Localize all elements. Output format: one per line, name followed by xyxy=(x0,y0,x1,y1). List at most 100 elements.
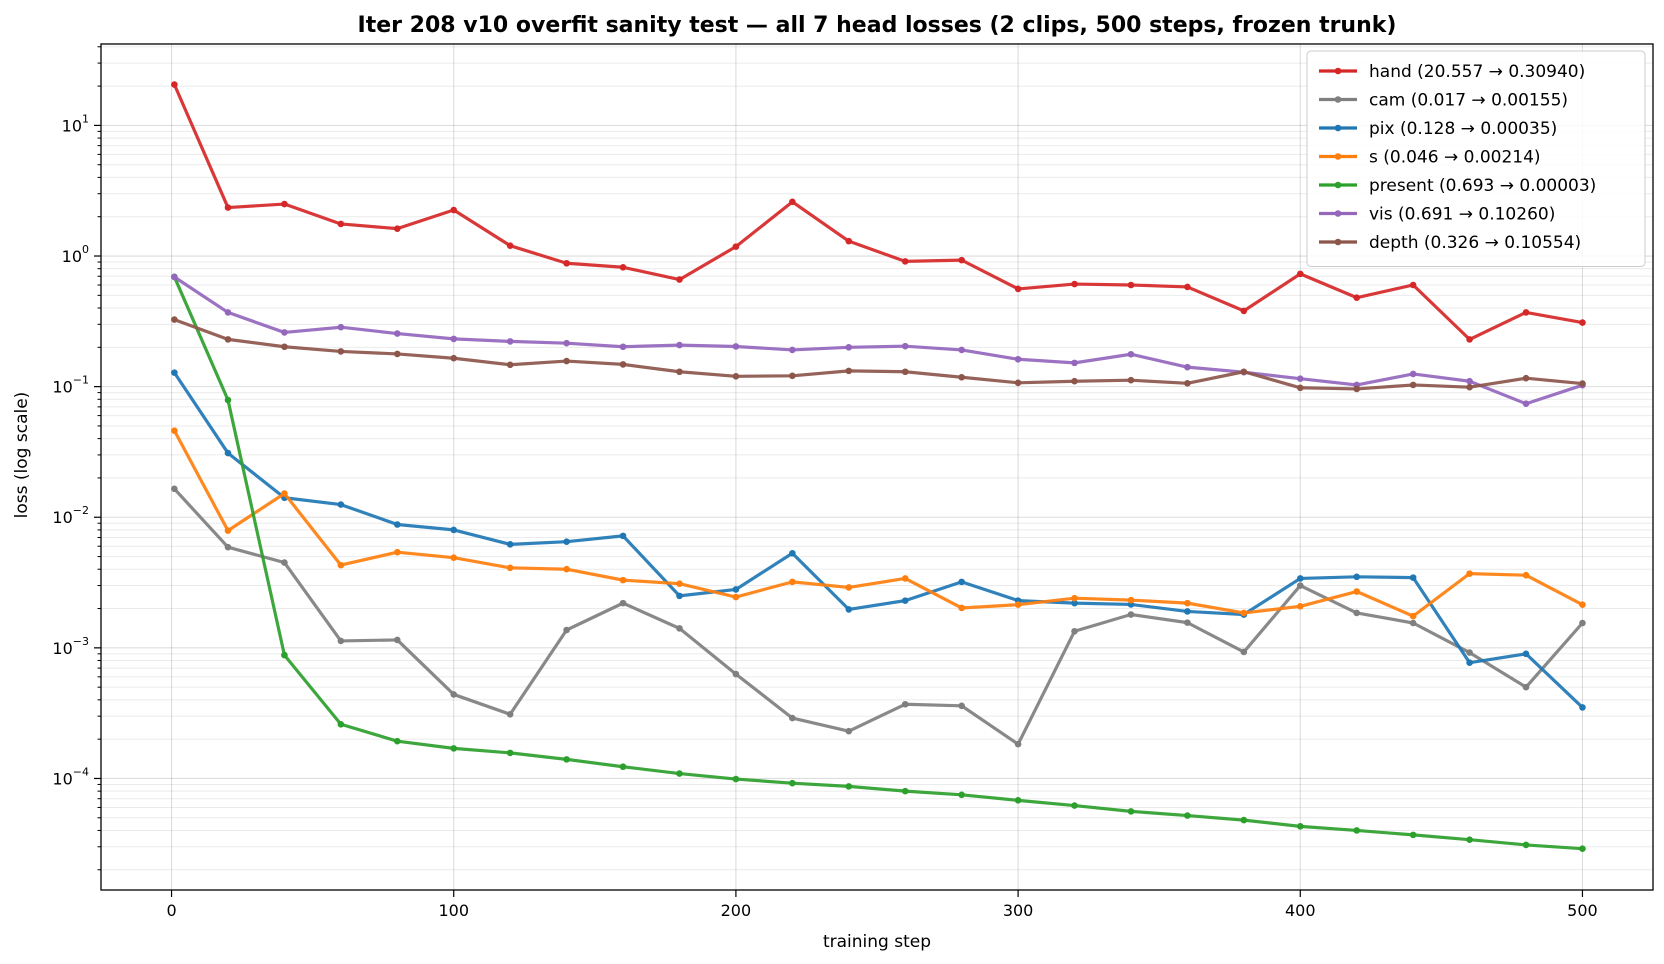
data-point xyxy=(1466,649,1473,656)
data-point xyxy=(619,263,627,271)
data-point xyxy=(1522,374,1530,382)
data-point xyxy=(1296,582,1304,589)
data-point xyxy=(1071,627,1078,635)
data-point xyxy=(845,237,853,245)
data-point xyxy=(337,348,345,355)
data-point xyxy=(224,449,232,457)
y-tick-label: 101 xyxy=(62,112,89,135)
data-point xyxy=(1240,648,1248,656)
data-point xyxy=(1071,359,1078,367)
data-point xyxy=(1184,363,1191,371)
data-point xyxy=(393,548,401,556)
data-point xyxy=(789,714,796,722)
legend-label: hand (20.557 → 0.30940) xyxy=(1369,62,1585,82)
legend-marker xyxy=(1334,181,1342,189)
data-point xyxy=(450,691,458,698)
data-point xyxy=(619,599,627,607)
data-point xyxy=(171,81,178,88)
data-point xyxy=(732,593,740,601)
data-point xyxy=(563,357,570,365)
series-line xyxy=(172,429,1584,618)
data-point xyxy=(789,578,796,586)
series-depth xyxy=(171,316,1586,393)
data-point xyxy=(393,636,401,644)
data-point xyxy=(224,309,232,316)
y-tick-label-base: 10 xyxy=(52,769,72,788)
data-point xyxy=(1579,380,1586,387)
data-point xyxy=(958,346,965,354)
data-point xyxy=(563,756,570,763)
data-point xyxy=(958,373,965,381)
series-line xyxy=(173,318,1583,391)
data-point xyxy=(1184,812,1191,819)
y-tick-label: 10−2 xyxy=(52,504,89,527)
data-point xyxy=(1579,319,1586,326)
data-point xyxy=(1184,380,1191,387)
chart-title: Iter 208 v10 overfit sanity test — all 7… xyxy=(358,13,1397,38)
data-point xyxy=(506,541,514,548)
series-line xyxy=(172,83,1583,341)
data-point xyxy=(1240,368,1248,376)
data-point xyxy=(563,259,570,267)
plot-frame xyxy=(100,43,1654,891)
legend-marker xyxy=(1334,96,1342,103)
data-point xyxy=(1353,385,1361,393)
x-axis-label: training step xyxy=(823,932,931,952)
data-point xyxy=(171,427,178,434)
data-point xyxy=(1184,619,1191,626)
data-point xyxy=(619,576,627,584)
data-point xyxy=(1240,609,1248,617)
data-point xyxy=(1409,370,1417,378)
data-point xyxy=(845,584,853,591)
data-point xyxy=(337,637,345,645)
data-point xyxy=(506,710,514,718)
data-point xyxy=(1579,619,1586,627)
data-point xyxy=(676,592,683,600)
data-point xyxy=(1296,384,1304,392)
data-point xyxy=(224,204,232,211)
data-point xyxy=(506,749,514,757)
data-point xyxy=(676,341,683,349)
y-tick-label-base: 10 xyxy=(52,378,72,397)
data-point xyxy=(789,198,796,206)
data-point xyxy=(676,580,683,587)
y-tick-label-base: 10 xyxy=(62,116,82,135)
data-point xyxy=(1353,609,1361,617)
data-point xyxy=(1466,383,1473,391)
data-point xyxy=(393,521,401,528)
y-tick-label: 10−1 xyxy=(52,374,89,397)
data-point xyxy=(1579,601,1586,609)
data-point xyxy=(1522,683,1530,691)
legend-label: present (0.693 → 0.00003) xyxy=(1369,176,1596,196)
series-hand xyxy=(171,81,1586,343)
series-line xyxy=(173,487,1584,746)
data-point xyxy=(958,604,965,612)
data-point xyxy=(732,343,740,350)
data-point xyxy=(676,625,683,632)
data-point xyxy=(1579,704,1586,711)
data-point xyxy=(901,368,909,376)
y-tick-label-exponent: −1 xyxy=(73,374,89,387)
y-tick-label-base: 10 xyxy=(62,247,82,266)
series-layer xyxy=(171,81,1586,852)
series-cam xyxy=(171,485,1586,748)
data-point xyxy=(1522,400,1530,408)
data-point xyxy=(1296,603,1304,610)
data-point xyxy=(732,243,740,250)
data-point xyxy=(789,346,796,354)
data-point xyxy=(1353,573,1361,581)
data-point xyxy=(1014,740,1022,748)
data-point xyxy=(958,702,965,710)
data-point xyxy=(1014,355,1022,363)
data-point xyxy=(845,367,853,375)
data-point xyxy=(1409,381,1417,389)
data-point xyxy=(1184,283,1191,291)
data-point xyxy=(1409,281,1417,289)
data-point xyxy=(1409,619,1417,627)
legend-marker xyxy=(1334,238,1342,246)
legend-marker xyxy=(1334,153,1342,160)
data-point xyxy=(676,368,683,376)
x-tick-label: 100 xyxy=(438,901,469,920)
legend-marker xyxy=(1334,67,1342,75)
